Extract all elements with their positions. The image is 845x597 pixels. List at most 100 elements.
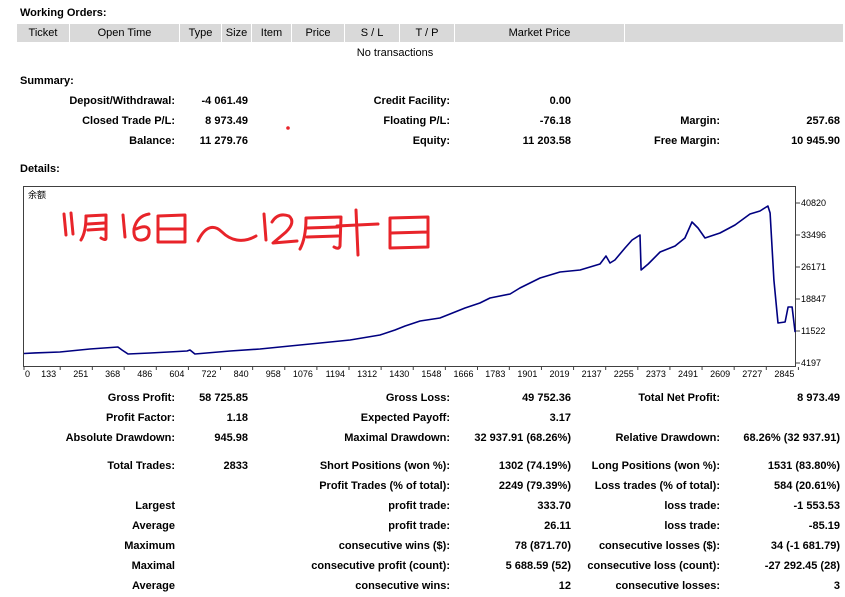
average-consecutive-wins-value: 12	[558, 580, 571, 592]
credit-facility-label: Credit Facility:	[373, 95, 450, 107]
average-profit-trade-label: profit trade:	[388, 520, 450, 532]
x-tick-label: 486	[137, 369, 152, 379]
stats-row: Maximal consecutive profit (count): 5 68…	[0, 559, 845, 573]
balance-value: 11 279.76	[199, 135, 248, 147]
largest-loss-trade-label: loss trade:	[664, 500, 720, 512]
deposit-withdrawal-label: Deposit/Withdrawal:	[69, 95, 175, 107]
absolute-drawdown-label: Absolute Drawdown:	[65, 432, 175, 444]
x-tick-label: 0	[25, 369, 30, 379]
average-consecutive-wins-label: consecutive wins:	[355, 580, 450, 592]
working-orders-title: Working Orders:	[20, 7, 107, 19]
maximal-consecutive-profit-label: consecutive profit (count):	[311, 560, 450, 572]
largest-profit-trade-label: profit trade:	[388, 500, 450, 512]
relative-drawdown-label: Relative Drawdown:	[615, 432, 720, 444]
summary-row: Deposit/Withdrawal: -4 061.49 Credit Fac…	[0, 94, 845, 108]
average-loss-trade-label: loss trade:	[664, 520, 720, 532]
details-title: Details:	[20, 163, 60, 175]
total-trades-label: Total Trades:	[107, 460, 175, 472]
long-positions-label: Long Positions (won %):	[591, 460, 720, 472]
average-consecutive-row-label: Average	[131, 580, 175, 592]
gross-profit-label: Gross Profit:	[107, 392, 175, 404]
plot-area	[23, 186, 796, 367]
long-positions-value: 1531 (83.80%)	[767, 460, 840, 472]
summary-row: Closed Trade P/L: 8 973.49 Floating P/L:…	[0, 114, 845, 128]
y-tick-label: 40820	[801, 198, 826, 208]
deposit-withdrawal-value: -4 061.49	[201, 95, 248, 107]
column-header-size: Size	[222, 24, 252, 42]
profit-trades-value: 2249 (79.39%)	[498, 480, 571, 492]
x-tick-label: 2019	[550, 369, 570, 379]
x-tick-label: 1194	[326, 369, 345, 379]
maximal-consecutive-profit-value: 5 688.59 (52)	[505, 560, 571, 572]
x-tick-label: 2609	[710, 369, 730, 379]
maximum-row-label: Maximum	[124, 540, 175, 552]
closed-trade-pl-value: 8 973.49	[205, 115, 248, 127]
maximal-drawdown-label: Maximal Drawdown:	[344, 432, 450, 444]
maximal-drawdown-value: 32 937.91 (68.26%)	[474, 432, 571, 444]
column-header-ticket: Ticket	[17, 24, 70, 42]
x-tick-label: 1666	[453, 369, 473, 379]
balance-chart: 余额 40820 33496 26171 18847 11522 4197 0 133 251…	[23, 186, 826, 379]
max-consecutive-losses-value: 34 (-1 681.79)	[770, 540, 840, 552]
average-row-label: Average	[131, 520, 175, 532]
stats-row: Average consecutive wins: 12 consecutive…	[0, 579, 845, 593]
column-header-tp: T / P	[400, 24, 455, 42]
absolute-drawdown-value: 945.98	[214, 432, 248, 444]
x-tick-label: 1430	[389, 369, 409, 379]
x-tick-label: 2845	[774, 369, 794, 379]
largest-profit-trade-value: 333.70	[537, 500, 571, 512]
average-profit-trade-value: 26.11	[544, 520, 571, 532]
short-positions-label: Short Positions (won %):	[319, 460, 450, 472]
series-label: 余额	[28, 189, 46, 200]
x-tick-label: 722	[201, 369, 216, 379]
floating-pl-label: Floating P/L:	[383, 115, 450, 127]
stats-row: Gross Profit: 58 725.85 Gross Loss: 49 7…	[0, 391, 845, 405]
total-net-profit-value: 8 973.49	[797, 392, 840, 404]
column-header-item: Item	[252, 24, 292, 42]
x-tick-label: 133	[41, 369, 56, 379]
profit-factor-value: 1.18	[226, 412, 248, 424]
gross-loss-label: Gross Loss:	[385, 392, 450, 404]
column-header-type: Type	[180, 24, 222, 42]
largest-loss-trade-value: -1 553.53	[793, 500, 840, 512]
stats-row: Profit Trades (% of total): 2249 (79.39%…	[0, 479, 845, 493]
profit-trades-label: Profit Trades (% of total):	[319, 480, 450, 492]
maximal-consecutive-loss-label: consecutive loss (count):	[587, 560, 720, 572]
stats-row: Profit Factor: 1.18 Expected Payoff: 3.1…	[0, 411, 845, 425]
expected-payoff-label: Expected Payoff:	[360, 412, 450, 424]
x-tick-label: 2373	[646, 369, 666, 379]
equity-value: 11 203.58	[522, 135, 571, 147]
profit-factor-label: Profit Factor:	[105, 412, 175, 424]
loss-trades-label: Loss trades (% of total):	[594, 480, 720, 492]
free-margin-value: 10 945.90	[791, 135, 840, 147]
margin-value: 257.68	[806, 115, 840, 127]
y-axis: 40820 33496 26171 18847 11522 4197	[796, 198, 826, 368]
x-tick-label: 368	[105, 369, 120, 379]
average-consecutive-losses-value: 3	[833, 580, 840, 592]
expected-payoff-value: 3.17	[549, 412, 571, 424]
y-tick-label: 26171	[801, 262, 826, 272]
credit-facility-value: 0.00	[549, 95, 571, 107]
relative-drawdown-value: 68.26% (32 937.91)	[743, 432, 840, 444]
balance-label: Balance:	[129, 135, 175, 147]
column-header-filler	[625, 24, 843, 42]
stats-row: Average profit trade: 26.11 loss trade: …	[0, 519, 845, 533]
x-tick-label: 840	[234, 369, 249, 379]
maximal-row-label: Maximal	[131, 560, 175, 572]
working-orders-header: Ticket Open Time Type Size Item Price S …	[17, 24, 843, 42]
average-loss-trade-value: -85.19	[808, 520, 840, 532]
x-tick-label: 251	[73, 369, 88, 379]
balance-series-line	[23, 205, 796, 355]
largest-row-label: Largest	[135, 500, 175, 512]
x-tick-label: 1901	[517, 369, 537, 379]
margin-label: Margin:	[680, 115, 720, 127]
stats-row: Maximum consecutive wins ($): 78 (871.70…	[0, 539, 845, 553]
x-tick-label: 1076	[293, 369, 313, 379]
total-net-profit-label: Total Net Profit:	[638, 392, 720, 404]
free-margin-label: Free Margin:	[653, 135, 720, 147]
x-tick-label: 1312	[357, 369, 377, 379]
x-tick-label: 1548	[421, 369, 441, 379]
stats-row: Largest profit trade: 333.70 loss trade:…	[0, 499, 845, 513]
y-tick-label: 33496	[801, 230, 826, 240]
no-transactions-message: No transactions	[356, 47, 434, 59]
